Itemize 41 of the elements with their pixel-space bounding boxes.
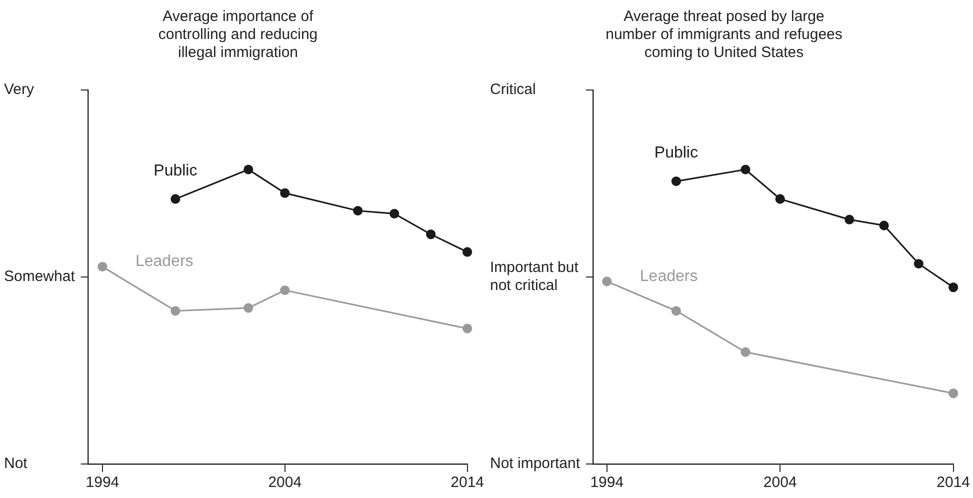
text: Not [4, 455, 28, 472]
chart-title: Average threat posed by large number of immigrants and refugees coming to United States [606, 8, 842, 62]
x-tick-label: 2014 [450, 474, 484, 492]
point [170, 306, 180, 316]
text: Somewhat [4, 268, 76, 286]
series-label: Leaders [135, 253, 194, 270]
point [280, 285, 290, 296]
point [740, 164, 750, 174]
point [244, 303, 254, 313]
point [170, 194, 180, 204]
chart-title: Average importance of controlling and reducing illegal immigration [158, 8, 318, 62]
text: Critical [490, 81, 536, 98]
point [426, 230, 436, 240]
point [462, 247, 472, 257]
point [390, 208, 400, 218]
text: Not important [490, 455, 581, 472]
point [671, 176, 681, 186]
point [775, 194, 785, 204]
x-tick-label: 2004 [763, 474, 797, 492]
series-label: Public [654, 144, 698, 162]
point [98, 262, 108, 272]
point [671, 306, 681, 316]
x-tick-label: 1994 [86, 474, 120, 492]
point [462, 324, 472, 334]
text: Very [4, 81, 35, 98]
series-label: Leaders [640, 268, 698, 285]
point [948, 388, 958, 398]
point [602, 276, 612, 286]
x-tick-label: 2014 [936, 474, 970, 492]
point [879, 220, 889, 230]
series-label: Public [154, 162, 198, 180]
text: Important but not critical [490, 259, 580, 294]
point [948, 282, 958, 292]
point [244, 164, 254, 174]
point [740, 347, 750, 357]
x-tick-label: 1994 [590, 474, 624, 492]
point [914, 258, 924, 269]
x-tick-label: 2004 [268, 474, 302, 492]
point [353, 206, 363, 216]
point [844, 214, 854, 224]
point [280, 188, 290, 198]
